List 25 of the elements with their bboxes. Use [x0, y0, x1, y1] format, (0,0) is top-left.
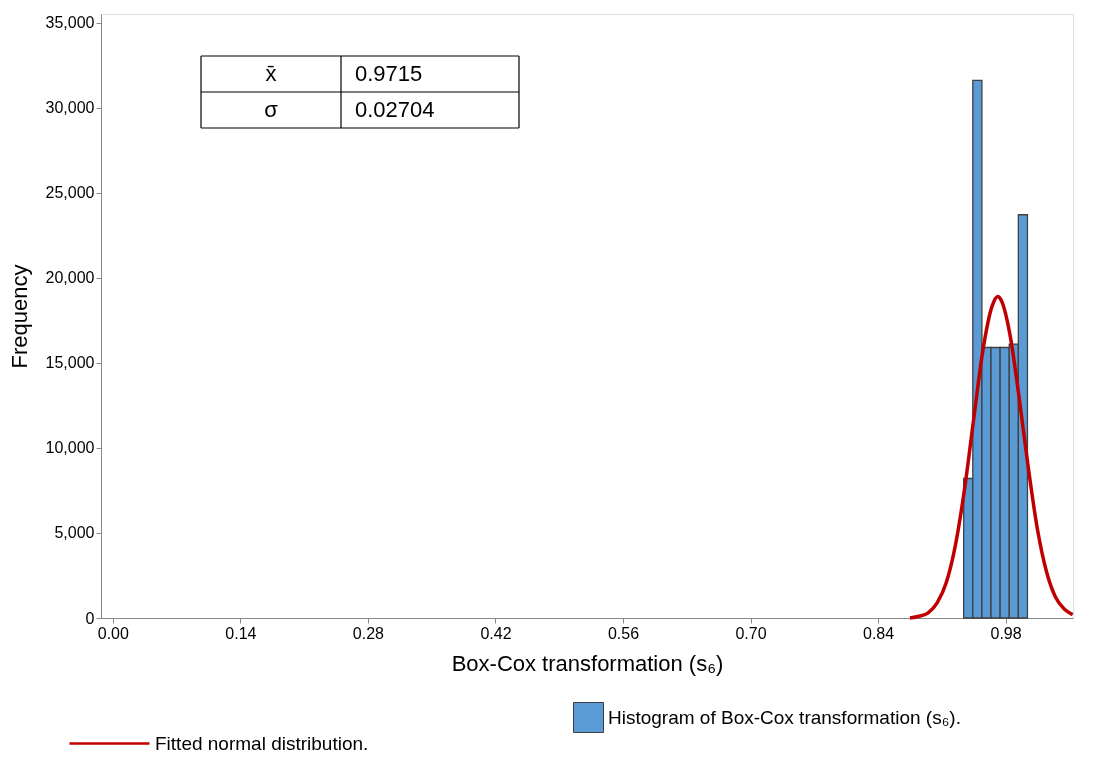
y-tick-label: 10,000 — [45, 439, 95, 457]
y-tick-label: 0 — [85, 609, 95, 627]
y-tick-label: 5,000 — [54, 524, 95, 542]
y-axis-title: Frequency — [6, 264, 32, 369]
x-tick-label: 0.56 — [607, 624, 640, 642]
y-tick-label: 30,000 — [45, 99, 95, 117]
y-tick-label: 35,000 — [45, 14, 95, 32]
annotation: 0.02704 — [355, 97, 435, 122]
line-series — [908, 294, 1075, 620]
x-tick-label: 0.00 — [97, 624, 130, 642]
annotation: x̄ — [265, 61, 277, 86]
x-tick-label: 0.98 — [990, 624, 1022, 642]
y-tick-label: 20,000 — [45, 269, 95, 287]
legend-label: Histogram of Box-Cox transformation (s₆). — [608, 706, 961, 728]
x-tick-label: 0.14 — [225, 624, 257, 642]
x-tick-label: 0.84 — [862, 624, 895, 642]
y-tick-label: 15,000 — [45, 354, 95, 372]
x-tick-label: 0.28 — [352, 624, 385, 642]
annotation: σ — [264, 97, 279, 122]
x-tick-label: 0.70 — [735, 624, 767, 642]
legend-label: Fitted normal distribution. — [155, 732, 369, 754]
x-tick-label: 0.42 — [480, 624, 512, 642]
annotation: 0.9715 — [355, 61, 423, 86]
y-tick-label: 25,000 — [45, 184, 95, 202]
x-axis-title: Box-Cox transformation (s₆) — [451, 650, 724, 676]
